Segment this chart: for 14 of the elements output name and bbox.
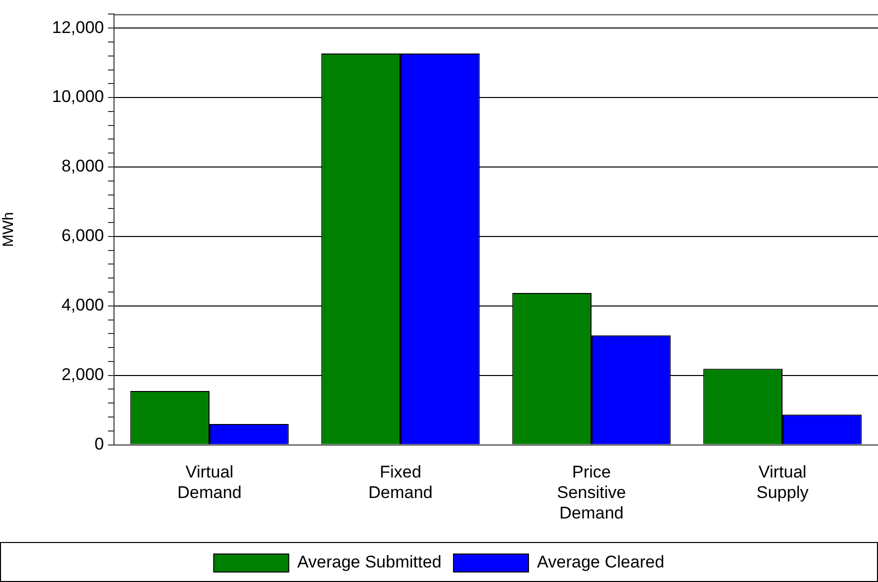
y-tick-label: 8,000 bbox=[61, 156, 104, 176]
legend-label: Average Cleared bbox=[537, 552, 664, 572]
y-tick-label: 0 bbox=[94, 434, 104, 454]
x-tick-label: Virtual Demand bbox=[177, 462, 242, 502]
x-tick-label: Price Sensitive Demand bbox=[557, 462, 626, 522]
legend-label: Average Submitted bbox=[297, 552, 442, 572]
x-tick-label: Virtual Supply bbox=[756, 462, 809, 502]
y-tick-label: 6,000 bbox=[61, 226, 104, 246]
y-tick-label: 2,000 bbox=[61, 365, 104, 384]
y-axis-title: MWh bbox=[0, 212, 18, 247]
x-tick-label: Fixed Demand bbox=[368, 462, 433, 502]
y-tick-label: 10,000 bbox=[52, 87, 104, 106]
y-tick-label: 4,000 bbox=[61, 296, 104, 315]
y-tick-label: 12,000 bbox=[52, 18, 104, 37]
